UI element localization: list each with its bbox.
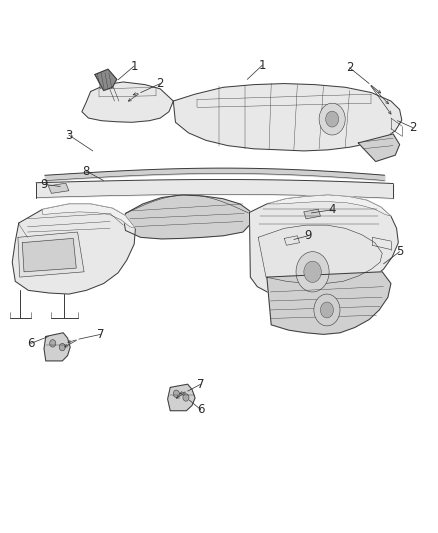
Polygon shape xyxy=(82,82,173,122)
Polygon shape xyxy=(267,272,391,334)
Circle shape xyxy=(325,111,339,127)
Circle shape xyxy=(173,390,180,398)
Text: 7: 7 xyxy=(97,328,104,341)
Circle shape xyxy=(296,252,329,292)
Polygon shape xyxy=(124,195,251,239)
Polygon shape xyxy=(250,195,398,300)
Polygon shape xyxy=(95,69,117,91)
Text: 5: 5 xyxy=(396,245,403,258)
Polygon shape xyxy=(284,236,300,245)
Text: 8: 8 xyxy=(83,165,90,177)
Text: 2: 2 xyxy=(409,121,417,134)
Polygon shape xyxy=(173,84,402,151)
Text: 1: 1 xyxy=(131,60,138,72)
Polygon shape xyxy=(168,384,195,411)
Text: 3: 3 xyxy=(65,128,73,141)
Text: 6: 6 xyxy=(27,337,35,350)
Text: 6: 6 xyxy=(197,403,205,416)
Circle shape xyxy=(59,343,65,351)
Polygon shape xyxy=(267,195,391,216)
Circle shape xyxy=(304,261,321,282)
Polygon shape xyxy=(43,204,135,228)
Polygon shape xyxy=(258,225,382,284)
Circle shape xyxy=(319,103,345,135)
Circle shape xyxy=(49,340,56,347)
Polygon shape xyxy=(304,209,321,219)
Polygon shape xyxy=(44,333,70,361)
Polygon shape xyxy=(18,232,84,277)
Text: 1: 1 xyxy=(259,59,266,71)
Circle shape xyxy=(321,302,333,318)
Circle shape xyxy=(314,294,340,326)
Text: 9: 9 xyxy=(40,178,48,191)
Circle shape xyxy=(183,394,189,401)
Polygon shape xyxy=(22,238,76,272)
Text: 9: 9 xyxy=(304,229,312,242)
Text: 4: 4 xyxy=(328,203,336,216)
Text: 2: 2 xyxy=(156,77,164,90)
Polygon shape xyxy=(48,183,69,193)
Text: 7: 7 xyxy=(197,378,205,391)
Polygon shape xyxy=(358,134,399,161)
Text: 2: 2 xyxy=(346,61,353,74)
Polygon shape xyxy=(12,204,135,294)
